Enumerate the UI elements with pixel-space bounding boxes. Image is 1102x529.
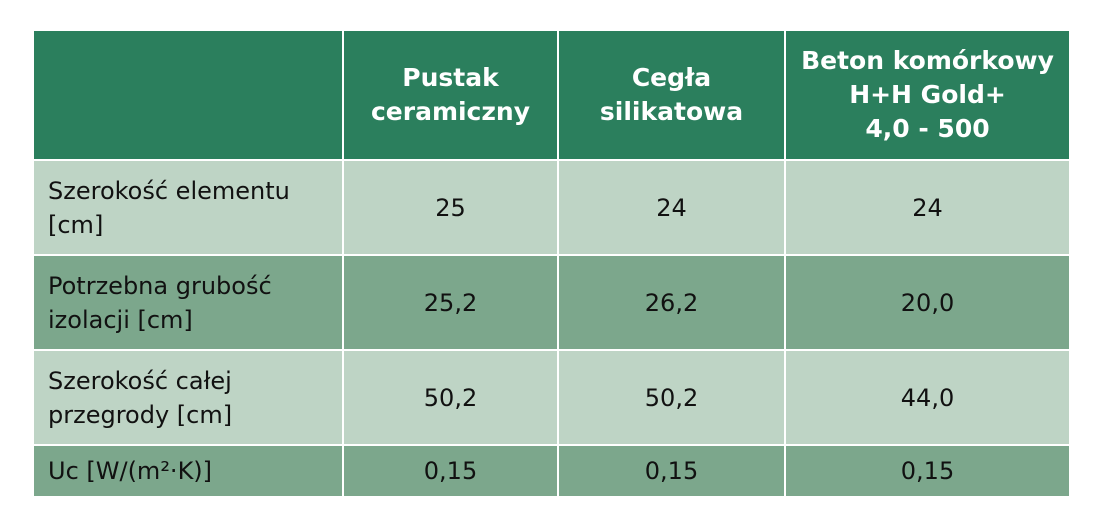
- header-cell: Beton komórkowy H+H Gold+ 4,0 - 500: [784, 29, 1071, 161]
- header-cell: Cegła silikatowa: [557, 29, 786, 161]
- table-row: Potrzebna grubość izolacji [cm] 25,2 26,2 2…: [32, 254, 1071, 351]
- cell: 24: [784, 159, 1071, 256]
- cell: 44,0: [784, 349, 1071, 446]
- row-label: Szerokość elementu [cm]: [32, 159, 344, 256]
- table-row: Szerokość elementu [cm] 25 24 24: [32, 159, 1071, 256]
- header-line: 4,0 - 500: [865, 114, 990, 143]
- cell: 26,2: [557, 254, 786, 351]
- comparison-table: Pustak ceramiczny Cegła silikatowa Beton kom…: [32, 29, 1071, 498]
- cell: 20,0: [784, 254, 1071, 351]
- header-row: Pustak ceramiczny Cegła silikatowa Beton kom…: [32, 29, 1071, 161]
- cell: 0,15: [557, 444, 786, 498]
- header-line: H+H Gold+: [849, 80, 1006, 109]
- header-line: Beton komórkowy: [801, 46, 1054, 75]
- header-line: silikatowa: [599, 97, 744, 126]
- row-label: Szerokość całej przegrody [cm]: [32, 349, 344, 446]
- header-line: Cegła: [631, 63, 712, 92]
- header-cell: Pustak ceramiczny: [342, 29, 559, 161]
- row-label: Potrzebna grubość izolacji [cm]: [32, 254, 344, 351]
- row-label: Uc [W/(m²·K)]: [32, 444, 344, 498]
- cell: 0,15: [342, 444, 559, 498]
- header-line: Pustak: [402, 63, 499, 92]
- table-container: Pustak ceramiczny Cegła silikatowa Beton kom…: [32, 29, 1071, 498]
- cell: 25: [342, 159, 559, 256]
- table-row: Uc [W/(m²·K)] 0,15 0,15 0,15: [32, 444, 1071, 498]
- cell: 50,2: [557, 349, 786, 446]
- cell: 50,2: [342, 349, 559, 446]
- cell: 0,15: [784, 444, 1071, 498]
- cell: 24: [557, 159, 786, 256]
- table-body: Szerokość elementu [cm] 25 24 24 Potrzebna g…: [32, 159, 1071, 498]
- cell: 25,2: [342, 254, 559, 351]
- header-cell: [32, 29, 344, 161]
- table-row: Szerokość całej przegrody [cm] 50,2 50,2 44…: [32, 349, 1071, 446]
- header-line: ceramiczny: [370, 97, 531, 126]
